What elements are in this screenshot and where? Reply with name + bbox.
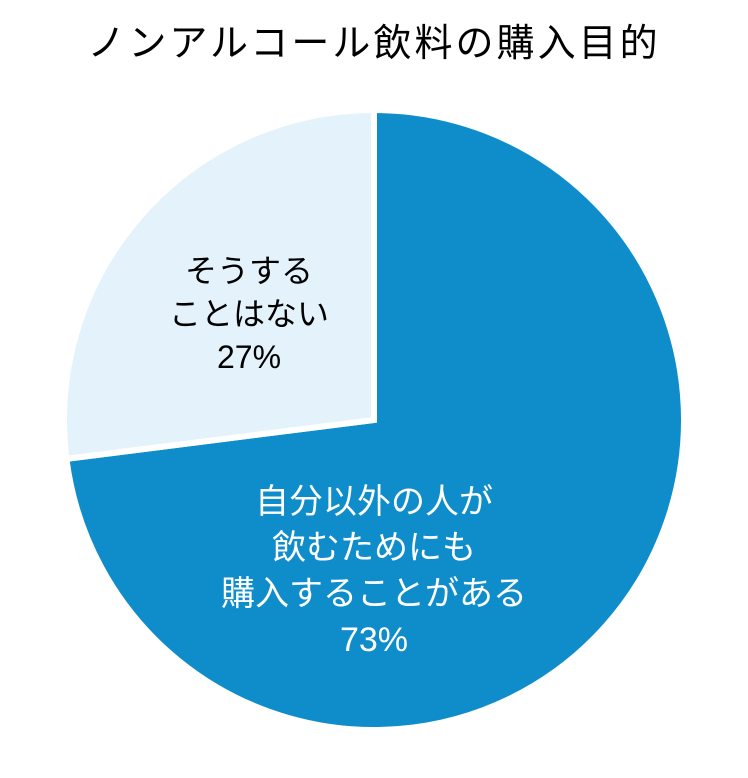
slice-label-minor: そうすることはない27% bbox=[169, 250, 329, 380]
pie-chart: 自分以外の人が飲むためにも購入することがある73% そうすることはない27% bbox=[64, 110, 684, 730]
chart-title: ノンアルコール飲料の購入目的 bbox=[0, 12, 748, 67]
slice-label-major: 自分以外の人が飲むためにも購入することがある73% bbox=[221, 480, 527, 664]
